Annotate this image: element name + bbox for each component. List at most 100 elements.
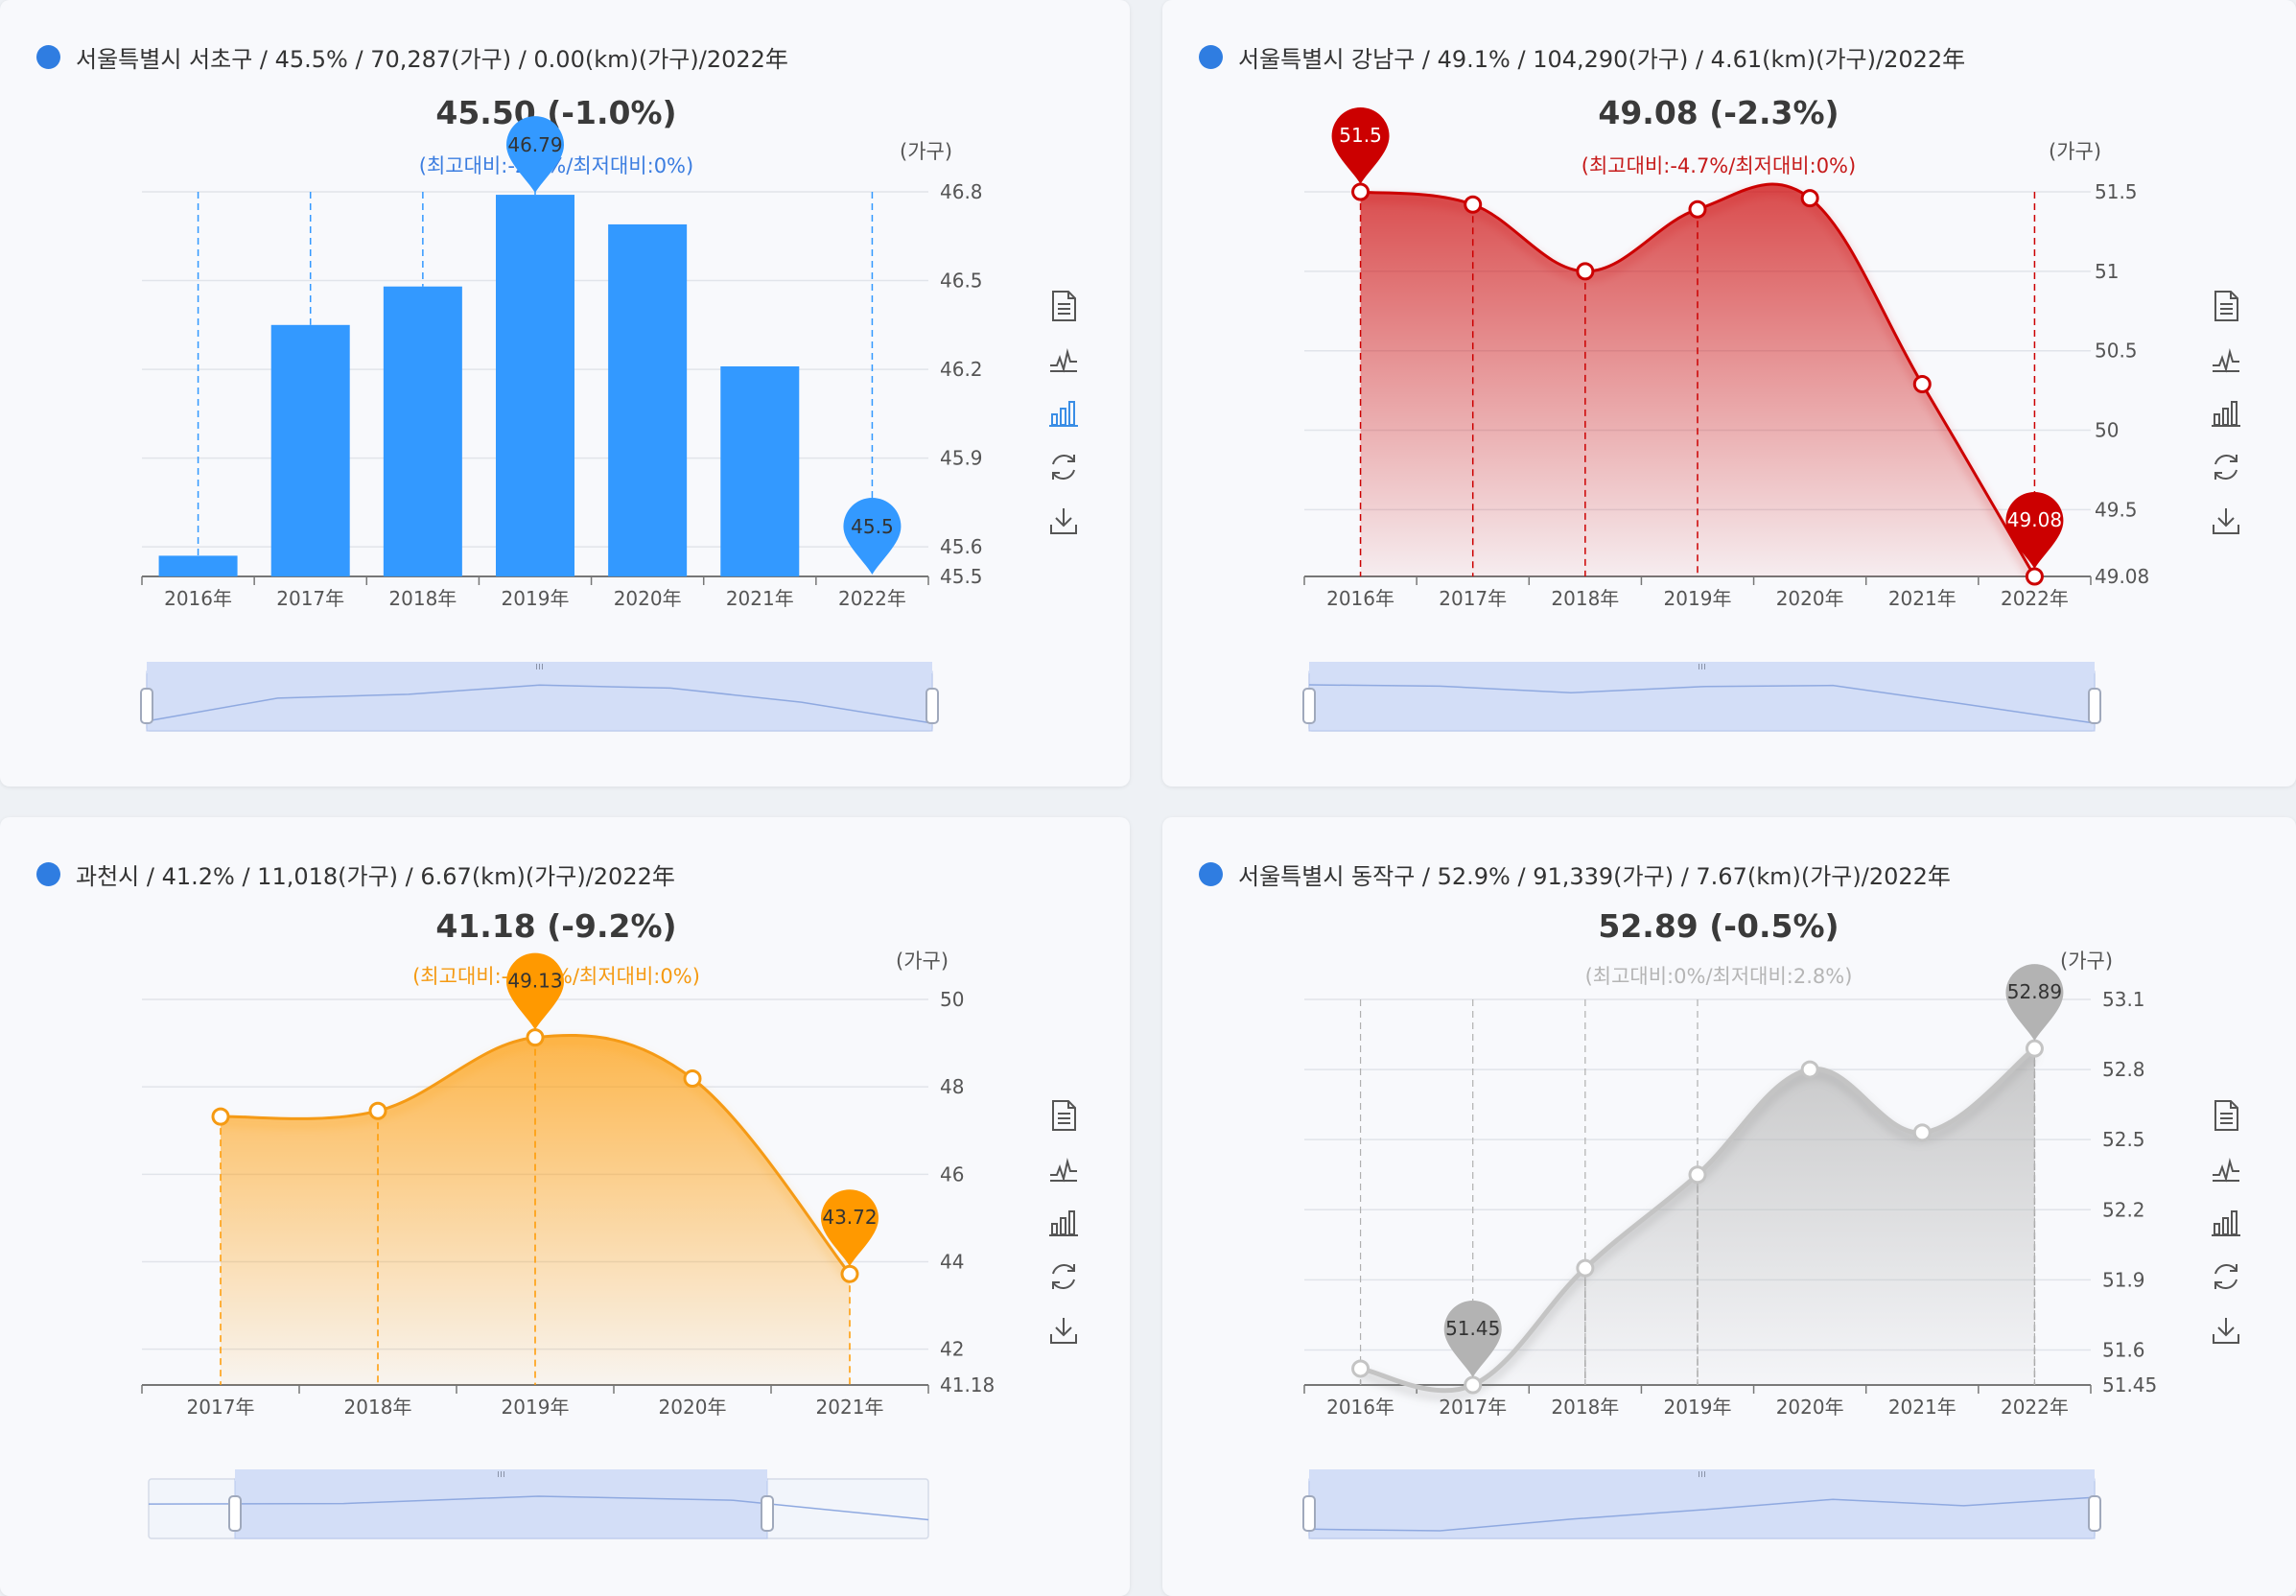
current-value: 52.89 (-0.5%) — [1598, 907, 1839, 945]
download-icon[interactable] — [2208, 1312, 2244, 1349]
last-marker — [2005, 492, 2064, 569]
panel-header: 서울특별시 서초구 / 45.5% / 70,287(가구) / 0.00(km… — [36, 40, 788, 74]
toolbar — [2208, 1097, 2246, 1366]
refresh-icon[interactable] — [2208, 449, 2244, 485]
download-icon[interactable] — [1045, 1312, 1082, 1349]
range-slider-handle — [2088, 688, 2101, 724]
toolbar — [1045, 288, 1084, 556]
panel-title: 과천시 / 41.2% / 11,018(가구) / 6.67(km)(가구)/… — [76, 863, 675, 890]
x-tick-label: 2017年 — [1439, 1396, 1507, 1419]
y-tick-label: 50 — [2095, 419, 2119, 442]
data-point — [1912, 375, 1932, 393]
bar-chart-icon[interactable] — [1045, 1205, 1082, 1241]
max-marker — [1331, 107, 1390, 184]
line-chart-icon[interactable] — [2208, 341, 2244, 378]
y-tick-label: 42 — [940, 1338, 964, 1361]
x-tick-label: 2018年 — [1551, 1396, 1619, 1419]
y-tick-label: 51.6 — [2102, 1338, 2145, 1361]
range-slider-mini-series — [1308, 1496, 2096, 1532]
document-icon[interactable] — [1045, 1097, 1082, 1134]
y-tick-label: 50.5 — [2095, 340, 2138, 363]
x-tick-label: 2020年 — [1776, 587, 1844, 610]
range-slider-handle — [228, 1495, 242, 1532]
x-tick-label: 2020年 — [659, 1396, 727, 1419]
line-chart-icon[interactable] — [1045, 341, 1082, 378]
bar-chart-icon[interactable] — [2208, 1205, 2244, 1241]
max-label: 46.79 — [507, 133, 562, 156]
y-tick-label: 46.2 — [940, 358, 983, 381]
y-tick-label: 52.5 — [2102, 1128, 2145, 1151]
range-slider-mini-series — [148, 1495, 929, 1521]
y-tick-label: 50 — [940, 988, 964, 1011]
comparison-text: (최고대비:-4.7%/최저대비:0%) — [1581, 154, 1857, 177]
area-chart: 51.5 51 50.5 50 49.5 49.08 2016年 2017年 2018年 2019… — [1302, 107, 2149, 732]
download-icon[interactable] — [1045, 503, 1082, 539]
chart-panel-gangnam: 서울특별시 강남구 / 49.1% / 104,290(가구) / 4.61(k… — [1162, 0, 2296, 786]
y-unit: (가구) — [2060, 950, 2114, 973]
area-chart: 50 48 46 44 42 41.18 2017年 2018年 2019年 2020年 2021年… — [141, 952, 995, 1539]
panel-header: 과천시 / 41.2% / 11,018(가구) / 6.67(km)(가구)/… — [36, 857, 675, 891]
x-tick-label: 2017年 — [276, 587, 344, 610]
max-label: 49.13 — [507, 970, 562, 993]
y-tick-label: 45.6 — [940, 535, 983, 558]
max-label: 51.5 — [1339, 124, 1382, 147]
line-chart-icon[interactable] — [1045, 1151, 1082, 1187]
x-tick-label: 2018年 — [388, 587, 457, 610]
refresh-icon[interactable] — [1045, 449, 1082, 485]
last-label: 52.89 — [2007, 980, 2062, 1003]
y-tick-label: 53.1 — [2102, 988, 2145, 1011]
data-point — [1464, 1375, 1483, 1395]
bar-chart-icon[interactable] — [2208, 395, 2244, 432]
data-point — [1688, 200, 1707, 219]
y-tick-label: 51 — [2095, 260, 2119, 283]
current-value: 41.18 (-9.2%) — [435, 907, 677, 945]
toolbar — [1045, 1097, 1084, 1366]
x-tick-label: 2019年 — [502, 1396, 570, 1419]
document-icon[interactable] — [2208, 288, 2244, 324]
x-tick-label: 2018年 — [1551, 587, 1619, 610]
bar-chart: 46.8 46.5 46.2 45.9 45.6 45.5 2016年 2017年 2018年 2… — [140, 116, 983, 732]
refresh-icon[interactable] — [1045, 1258, 1082, 1295]
max-marker — [506, 952, 564, 1030]
download-icon[interactable] — [2208, 503, 2244, 539]
y-tick-label: 45.5 — [940, 565, 983, 588]
document-icon[interactable] — [1045, 288, 1082, 324]
data-point — [2025, 1039, 2044, 1058]
y-unit: (가구) — [2049, 140, 2102, 163]
x-tick-label: 2022年 — [838, 587, 906, 610]
y-unit: (가구) — [896, 950, 949, 973]
x-tick-label: 2019年 — [502, 587, 570, 610]
legend-dot — [1199, 862, 1223, 886]
panel-header: 서울특별시 동작구 / 52.9% / 91,339(가구) / 7.67(km… — [1199, 857, 1951, 891]
range-slider-selection — [146, 670, 933, 732]
bar — [383, 286, 462, 576]
range-slider-handle — [2088, 1495, 2101, 1532]
x-tick-label: 2019年 — [1664, 587, 1732, 610]
y-tick-label: 46.5 — [940, 270, 983, 293]
x-tick-label: 2021年 — [1888, 1396, 1956, 1419]
range-slider-selection — [1308, 1478, 2096, 1539]
last-label: 49.08 — [2007, 508, 2062, 531]
bar — [496, 195, 574, 577]
document-icon[interactable] — [2208, 1097, 2244, 1134]
range-slider-handle — [1302, 688, 1316, 724]
refresh-icon[interactable] — [2208, 1258, 2244, 1295]
bar-chart-icon[interactable] — [1045, 395, 1082, 432]
data-point — [526, 1028, 545, 1047]
range-slider-selection — [234, 1478, 768, 1539]
line-chart-icon[interactable] — [2208, 1151, 2244, 1187]
x-tick-label: 2017年 — [187, 1396, 255, 1419]
toolbar — [2208, 288, 2246, 556]
y-tick-label: 52.2 — [2102, 1198, 2145, 1221]
last-label: 45.5 — [851, 515, 894, 538]
data-point — [211, 1107, 230, 1126]
y-tick-label: 49.5 — [2095, 498, 2138, 521]
x-tick-label: 2021年 — [726, 587, 794, 610]
panel-title: 서울특별시 동작구 / 52.9% / 91,339(가구) / 7.67(km… — [1238, 863, 1951, 890]
last-label: 43.72 — [822, 1206, 877, 1229]
current-value: 45.50 (-1.0%) — [435, 94, 677, 131]
legend-dot — [1199, 45, 1223, 69]
y-unit: (가구) — [900, 140, 953, 163]
chart-panel-dongjak: 서울특별시 동작구 / 52.9% / 91,339(가구) / 7.67(km… — [1162, 817, 2296, 1596]
y-tick-label: 45.9 — [940, 447, 983, 470]
